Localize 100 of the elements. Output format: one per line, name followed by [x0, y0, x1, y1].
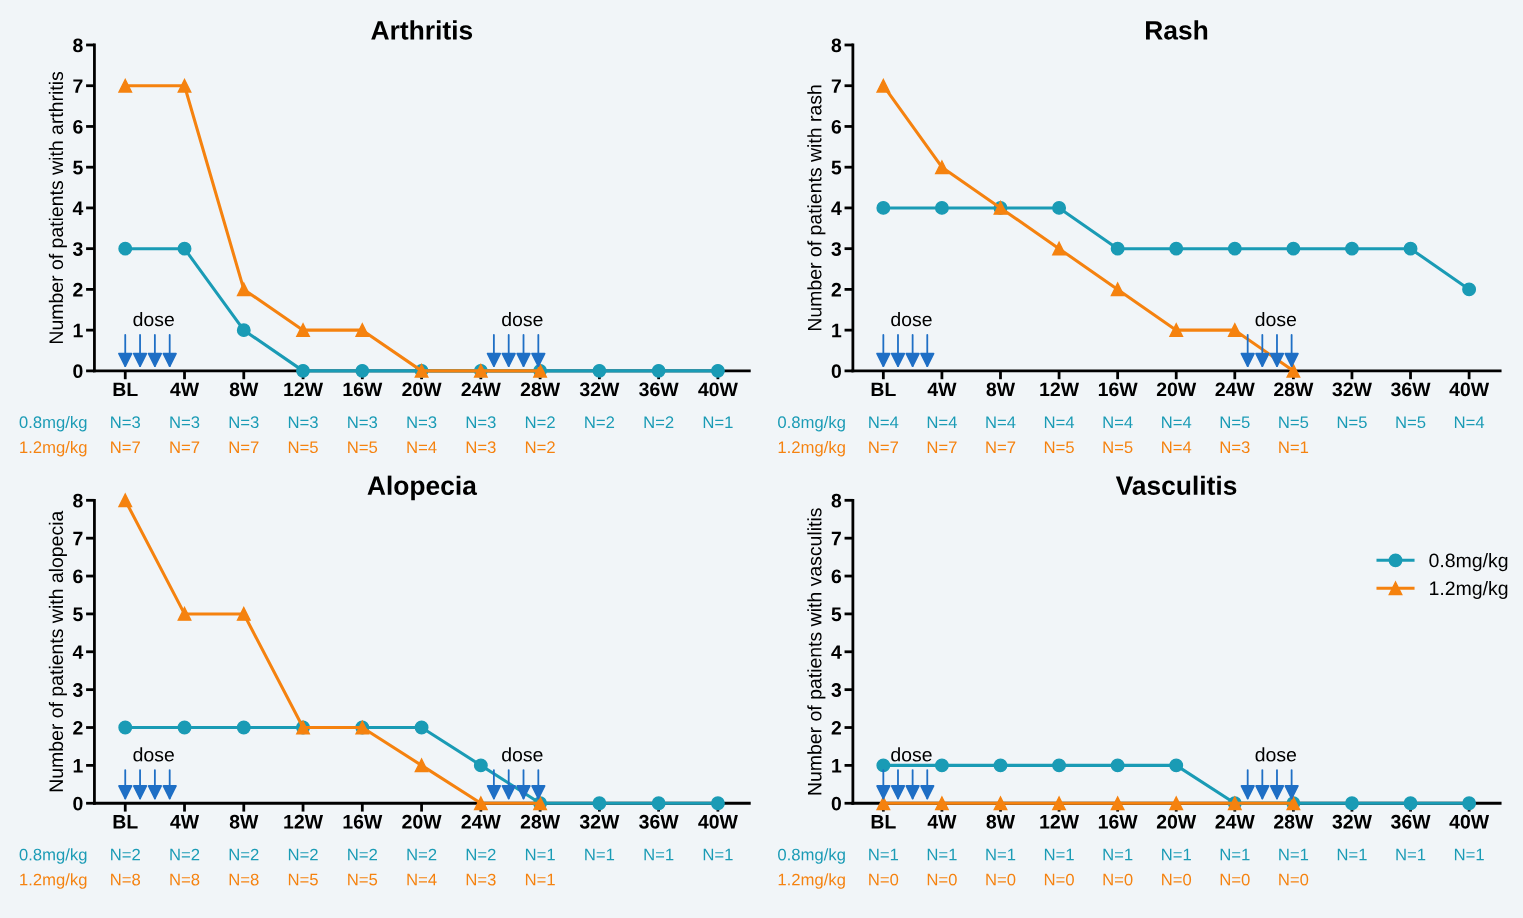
point [1403, 241, 1418, 256]
text: N=1 [1220, 848, 1250, 861]
x-tick-label: 32W [1332, 382, 1372, 397]
text: N=5 [288, 873, 318, 886]
text: N=2 [525, 416, 555, 428]
text: N=3 [348, 416, 378, 429]
y-tick-label: 6 [73, 119, 83, 134]
x-tick-label: 32W [579, 382, 620, 397]
point [1286, 363, 1301, 378]
text: N=4 [1162, 441, 1192, 453]
text: N=0 [986, 873, 1016, 886]
x-tick-label: 36W [1390, 814, 1431, 829]
text: N=1 [869, 848, 899, 861]
point [934, 200, 949, 215]
point [414, 720, 429, 735]
x-tick-label: 28W [1274, 382, 1314, 397]
point [118, 720, 133, 735]
text: N=1 [525, 873, 555, 886]
y-tick-label: 3 [72, 683, 83, 697]
text: N=5 [1103, 441, 1133, 454]
text: N=2 [111, 848, 140, 861]
x-tick-label: 4W [927, 815, 957, 829]
text: N=3 [1220, 441, 1250, 454]
point [236, 323, 251, 338]
text: N=3 [466, 416, 496, 429]
point [177, 78, 192, 93]
text: N=8 [170, 873, 200, 886]
text: N=5 [348, 873, 378, 886]
x-tick-label: 36W [1390, 382, 1431, 397]
point [355, 363, 370, 378]
x-tick-label: 8W [229, 382, 259, 397]
text: N=7 [229, 441, 259, 453]
y-tick-label: 1 [73, 759, 83, 773]
text: N=1 [703, 848, 733, 861]
text: N=1 [927, 848, 957, 861]
y-tick-label: 7 [73, 79, 83, 93]
y-tick-label: 8 [73, 38, 83, 53]
x-tick-label: 12W [1040, 814, 1080, 829]
annotation: dose [1255, 747, 1297, 762]
x-tick-label: 28W [1274, 814, 1314, 829]
text: N=0 [1279, 873, 1309, 886]
x-tick-label: 16W [343, 382, 383, 397]
point [651, 796, 666, 811]
x-tick-label: 32W [579, 814, 620, 829]
text: N=7 [927, 441, 957, 453]
y-tick-label: 7 [831, 531, 841, 546]
y-axis-title: Number of patients with rash [807, 85, 826, 331]
text: N=3 [229, 416, 259, 429]
text: N=2 [644, 416, 674, 428]
point [296, 323, 310, 338]
point [473, 758, 488, 773]
y-axis-title: Number of patients with arthritis [48, 71, 67, 344]
point [236, 282, 251, 297]
text: N=7 [986, 441, 1016, 453]
text: N=0 [1220, 873, 1250, 886]
text: N=1 [1396, 848, 1426, 861]
chart-title: Rash [1146, 20, 1208, 40]
y-tick-label: 1 [73, 323, 83, 338]
annotation: dose [502, 747, 543, 762]
y-tick-label: 0 [831, 364, 841, 379]
text: 0.8mg/kg [19, 848, 87, 864]
text: N=2 [407, 848, 437, 861]
x-tick-label: BL [871, 382, 896, 397]
point [592, 796, 607, 811]
text: N=7 [170, 441, 200, 453]
y-tick-label: 6 [831, 119, 842, 134]
text: N=1 [644, 848, 674, 861]
y-tick-label: 5 [831, 607, 842, 622]
point [473, 796, 488, 811]
y-tick-label: 2 [831, 720, 841, 735]
text: N=3 [466, 441, 496, 454]
text: 0.8mg/kg [778, 848, 845, 864]
x-tick-label: 20W [1156, 814, 1197, 829]
y-tick-label: 3 [831, 683, 842, 697]
annotation: dose [1255, 312, 1297, 327]
text: N=1 [703, 416, 733, 428]
x-tick-label: 40W [698, 814, 738, 829]
text: N=2 [585, 416, 615, 428]
y-tick-label: 5 [73, 160, 83, 175]
text: N=2 [348, 848, 377, 861]
text: N=4 [927, 416, 957, 428]
x-tick-label: 12W [284, 814, 324, 829]
x-tick-label: 12W [284, 382, 324, 397]
x-tick-label: 24W [1215, 382, 1255, 397]
text: 1.2mg/kg [20, 440, 87, 457]
text: N=0 [1044, 873, 1074, 886]
y-tick-label: 3 [831, 242, 842, 256]
text: N=1 [986, 848, 1016, 861]
text: N=4 [1103, 416, 1133, 428]
text: N=4 [1162, 416, 1192, 428]
text: N=1 [1337, 848, 1367, 861]
text: N=1 [1044, 848, 1074, 861]
text: N=5 [348, 441, 378, 454]
text: N=1 [1454, 848, 1484, 861]
x-tick-label: 36W [639, 814, 679, 829]
x-tick-label: BL [113, 382, 138, 397]
text: N=3 [288, 416, 318, 429]
x-tick-label: BL [871, 815, 896, 829]
text: N=5 [1337, 416, 1367, 429]
y-tick-label: 3 [72, 242, 83, 256]
